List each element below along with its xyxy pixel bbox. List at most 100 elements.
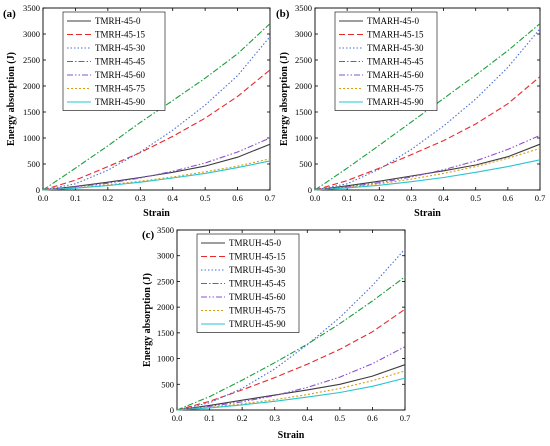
chart-panel-3: 0.0 0.1 0.2 0.3 0.4 0.5 0.6 0.7 0 500 1000 1500 2000… bbox=[142, 225, 410, 441]
legend-label: TMRH-45-15 bbox=[95, 30, 145, 40]
x-tick-label: 0.0 bbox=[38, 193, 49, 203]
x-tick-label: 0.3 bbox=[135, 193, 146, 203]
x-tick-label: 0.1 bbox=[204, 413, 215, 423]
series-line-TMARH-45-15 bbox=[314, 76, 541, 191]
x-tick-label: 0.3 bbox=[406, 193, 417, 203]
y-tick-label: 0 bbox=[308, 185, 312, 195]
y-tick-label: 3000 bbox=[23, 29, 40, 39]
plot-frame bbox=[314, 7, 541, 191]
y-tick-label: 3500 bbox=[157, 225, 174, 235]
y-tick-label: 3500 bbox=[295, 3, 312, 13]
x-tick-label: 0.0 bbox=[310, 193, 321, 203]
legend-label: TMRUH-45-45 bbox=[229, 279, 286, 289]
y-tick-label: 500 bbox=[299, 159, 312, 169]
chart-panel-2: 0.0 0.1 0.2 0.3 0.4 0.5 0.6 0.7 0 500 1000 1500 2000… bbox=[276, 3, 545, 219]
x-tick-label: 0.1 bbox=[70, 193, 81, 203]
y-tick-label: 1500 bbox=[295, 107, 312, 117]
chart-panel-1: 0.0 0.1 0.2 0.3 0.4 0.5 0.6 0.7 0 500 1000 1500 2000… bbox=[3, 3, 275, 219]
series-line-TMRUH-45-60 bbox=[176, 346, 406, 411]
panel-label: (b) bbox=[276, 8, 290, 20]
series-line-TMRH-45-90 bbox=[42, 160, 271, 191]
legend-label: TMRUH-45-30 bbox=[229, 265, 286, 275]
panel-label: (c) bbox=[142, 229, 155, 241]
panel-label: (a) bbox=[3, 8, 16, 20]
y-tick-label: 500 bbox=[161, 379, 174, 389]
y-tick-label: 3000 bbox=[295, 29, 312, 39]
legend-label: TMRH-45-0 bbox=[95, 16, 141, 26]
series-line-TMRUH-45-45 bbox=[176, 276, 406, 411]
legend-label: TMARH-45-30 bbox=[367, 43, 424, 53]
series-line-TMARH-45-60 bbox=[314, 134, 541, 191]
series-line-TMARH-45-30 bbox=[314, 28, 541, 191]
legend-label: TMRH-45-75 bbox=[95, 84, 145, 94]
x-tick-label: 0.4 bbox=[167, 193, 178, 203]
series-line-TMRH-45-60 bbox=[42, 137, 271, 191]
x-tick-label: 0.2 bbox=[237, 413, 248, 423]
plot-frame bbox=[176, 229, 406, 411]
y-tick-label: 2000 bbox=[295, 81, 312, 91]
series-line-TMRUH-45-0 bbox=[176, 364, 406, 411]
x-tick-label: 0.0 bbox=[172, 413, 183, 423]
x-tick-label: 0.4 bbox=[302, 413, 313, 423]
legend-label: TMRUH-45-75 bbox=[229, 306, 286, 316]
x-tick-label: 0.5 bbox=[335, 413, 346, 423]
x-tick-label: 0.6 bbox=[232, 193, 243, 203]
y-tick-label: 2000 bbox=[157, 302, 174, 312]
x-tick-label: 0.1 bbox=[342, 193, 353, 203]
x-tick-label: 0.7 bbox=[535, 193, 546, 203]
series-line-TMRH-45-45 bbox=[42, 23, 271, 191]
y-tick-label: 1000 bbox=[23, 133, 40, 143]
y-tick-label: 1000 bbox=[157, 354, 174, 364]
y-tick-label: 0 bbox=[36, 185, 40, 195]
y-axis-title: Energy absorption (J) bbox=[279, 52, 290, 146]
x-tick-label: 0.2 bbox=[103, 193, 114, 203]
legend-label: TMARH-45-45 bbox=[367, 57, 424, 67]
y-tick-label: 2500 bbox=[157, 276, 174, 286]
y-tick-label: 1000 bbox=[295, 133, 312, 143]
y-tick-label: 2000 bbox=[23, 81, 40, 91]
legend-label: TMARH-45-75 bbox=[367, 84, 424, 94]
plot-frame bbox=[42, 7, 271, 191]
y-tick-label: 500 bbox=[27, 159, 40, 169]
series-line-TMARH-45-90 bbox=[314, 159, 541, 191]
legend-label: TMRH-45-30 bbox=[95, 43, 145, 53]
series-line-TMARH-45-45 bbox=[314, 23, 541, 191]
legend-label: TMRUH-45-90 bbox=[229, 319, 286, 329]
series-line-TMARH-45-75 bbox=[314, 147, 541, 191]
series-line-TMRH-45-15 bbox=[42, 69, 271, 191]
x-tick-label: 0.6 bbox=[367, 413, 378, 423]
legend-label: TMRUH-45-60 bbox=[229, 292, 286, 302]
y-axis-title: Energy absorption (J) bbox=[6, 52, 17, 146]
legend-label: TMARH-45-60 bbox=[367, 70, 424, 80]
x-tick-label: 0.5 bbox=[470, 193, 481, 203]
x-axis-title: Strain bbox=[414, 208, 441, 219]
y-tick-label: 3500 bbox=[23, 3, 40, 13]
series-line-TMRUH-45-15 bbox=[176, 308, 406, 411]
y-tick-label: 2500 bbox=[295, 55, 312, 65]
legend-label: TMARH-45-15 bbox=[367, 30, 424, 40]
series-line-TMRH-45-0 bbox=[42, 143, 271, 191]
legend-label: TMRH-45-90 bbox=[95, 97, 145, 107]
series-line-TMRUH-45-75 bbox=[176, 370, 406, 411]
x-tick-label: 0.5 bbox=[200, 193, 211, 203]
x-tick-label: 0.7 bbox=[400, 413, 411, 423]
legend-label: TMARH-45-0 bbox=[367, 16, 419, 26]
legend-label: TMRH-45-60 bbox=[95, 70, 145, 80]
x-tick-label: 0.3 bbox=[269, 413, 280, 423]
x-tick-label: 0.6 bbox=[503, 193, 514, 203]
y-axis-title: Energy absorption (J) bbox=[142, 273, 153, 367]
series-line-TMRH-45-30 bbox=[42, 36, 271, 191]
y-tick-label: 1500 bbox=[157, 328, 174, 338]
y-tick-label: 3000 bbox=[157, 251, 174, 261]
x-axis-title: Strain bbox=[143, 208, 170, 219]
y-tick-label: 0 bbox=[170, 405, 174, 415]
y-tick-label: 2500 bbox=[23, 55, 40, 65]
legend-label: TMRUH-45-15 bbox=[229, 252, 286, 262]
series-line-TMRUH-45-90 bbox=[176, 377, 406, 411]
legend-label: TMARH-45-90 bbox=[367, 97, 424, 107]
x-tick-label: 0.4 bbox=[438, 193, 449, 203]
y-tick-label: 1500 bbox=[23, 107, 40, 117]
series-line-TMRUH-45-30 bbox=[176, 248, 406, 411]
x-tick-label: 0.7 bbox=[265, 193, 276, 203]
